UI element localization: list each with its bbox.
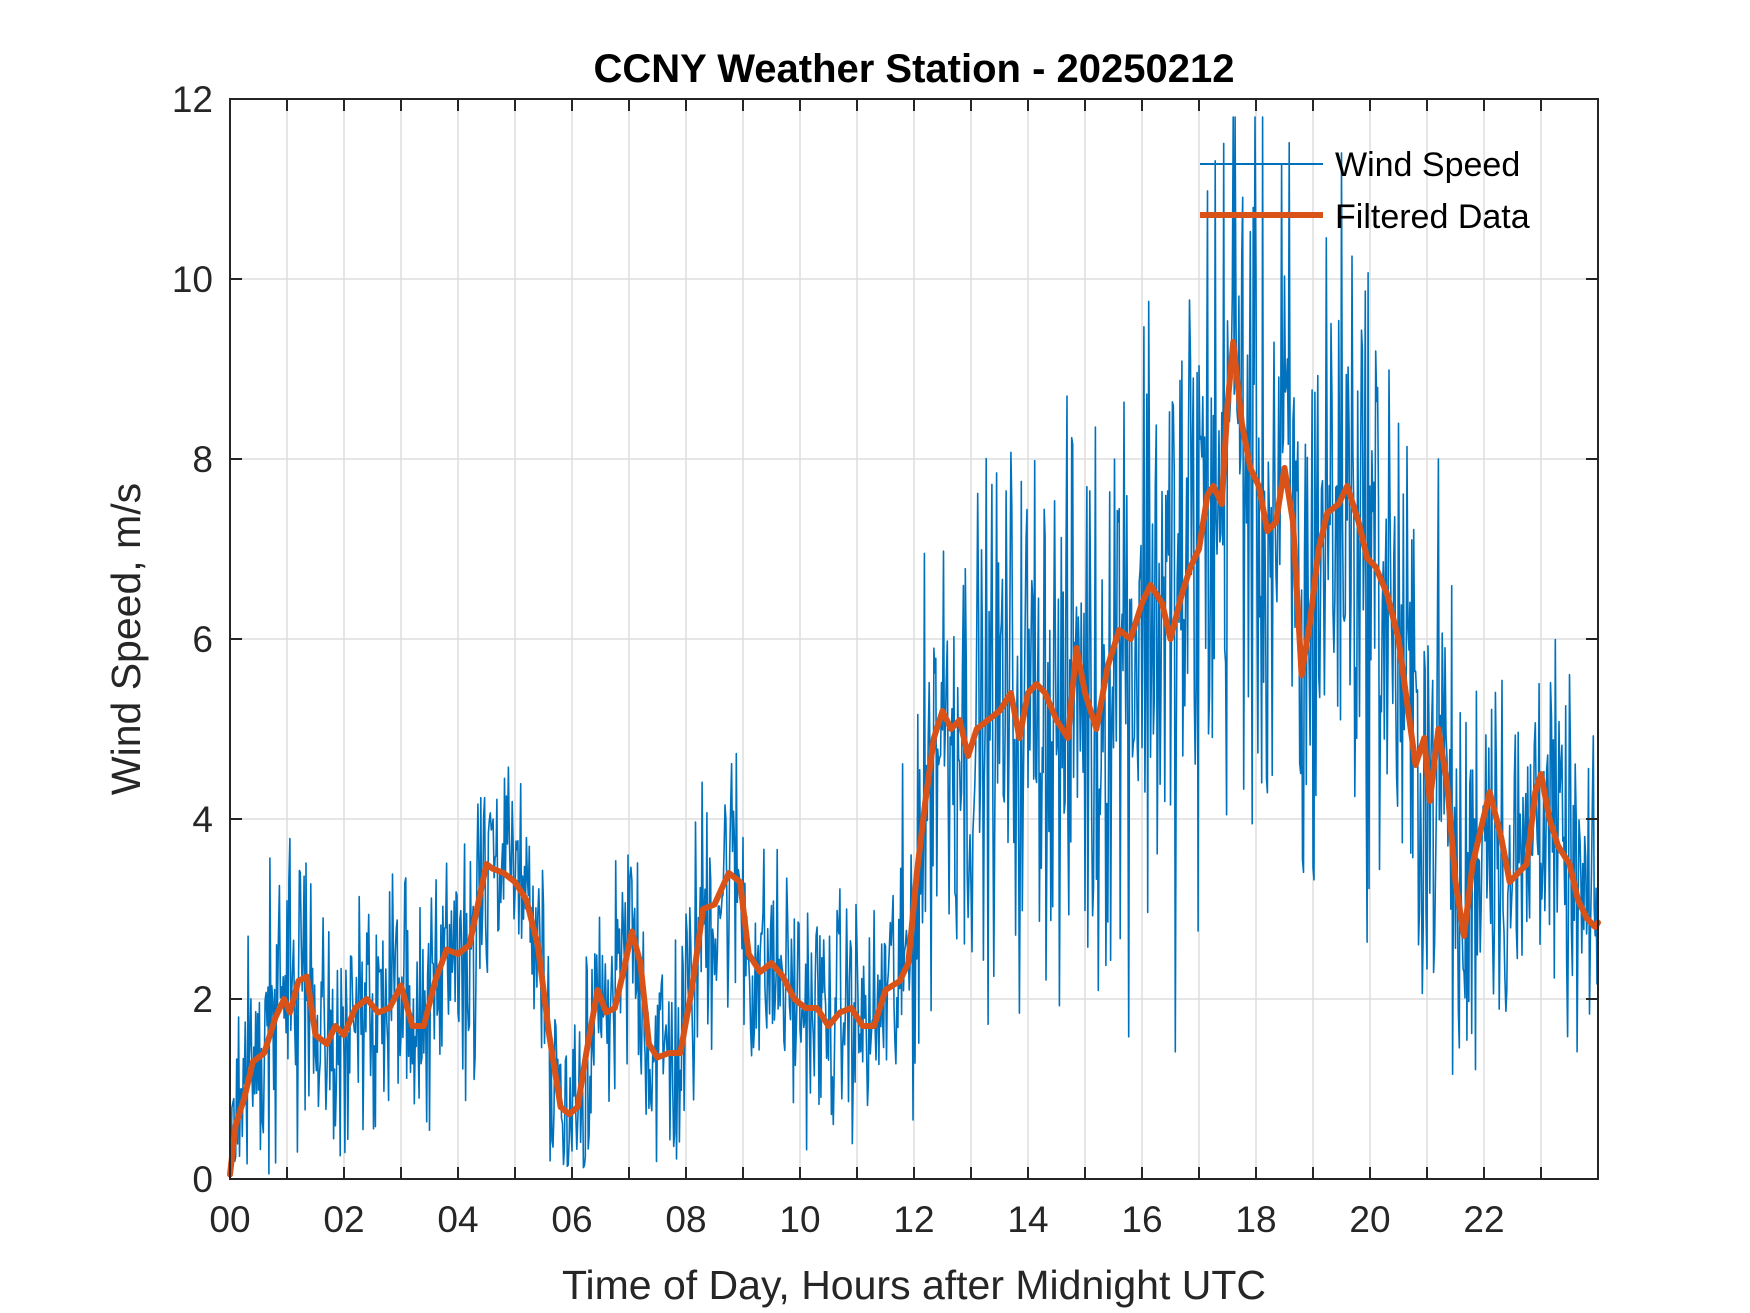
x-axis-label: Time of Day, Hours after Midnight UTC (562, 1262, 1266, 1308)
x-tick-label: 22 (1463, 1199, 1504, 1240)
x-tick-label: 02 (323, 1199, 364, 1240)
x-tick-label: 10 (779, 1199, 820, 1240)
legend: Wind Speed Filtered Data (1200, 146, 1530, 236)
x-tick-label: 18 (1235, 1199, 1276, 1240)
series-wind-speed-line (229, 116, 1598, 1175)
y-tick-label: 12 (172, 79, 213, 120)
x-tick-label: 16 (1121, 1199, 1162, 1240)
series-filtered-data-line (227, 339, 1601, 1178)
y-tick-label: 4 (192, 799, 213, 840)
y-tick-label: 8 (192, 439, 213, 480)
x-tick-label: 00 (209, 1199, 250, 1240)
chart-title: CCNY Weather Station - 20250212 (594, 47, 1235, 91)
legend-label-filtered-data: Filtered Data (1335, 198, 1530, 236)
series-layer (227, 116, 1601, 1178)
tick-marks (230, 98, 1598, 1180)
y-tick-label: 6 (192, 619, 213, 660)
y-axis-label: Wind Speed, m/s (103, 483, 149, 795)
x-tick-label: 04 (437, 1199, 478, 1240)
y-tick-label: 10 (172, 259, 213, 300)
x-tick-label: 20 (1349, 1199, 1390, 1240)
legend-label-wind-speed: Wind Speed (1335, 146, 1520, 184)
x-tick-label: 06 (551, 1199, 592, 1240)
x-tick-label: 08 (665, 1199, 706, 1240)
y-tick-label: 0 (192, 1159, 213, 1200)
x-tick-label: 14 (1007, 1199, 1048, 1240)
y-tick-label: 2 (192, 979, 213, 1020)
x-tick-label: 12 (893, 1199, 934, 1240)
